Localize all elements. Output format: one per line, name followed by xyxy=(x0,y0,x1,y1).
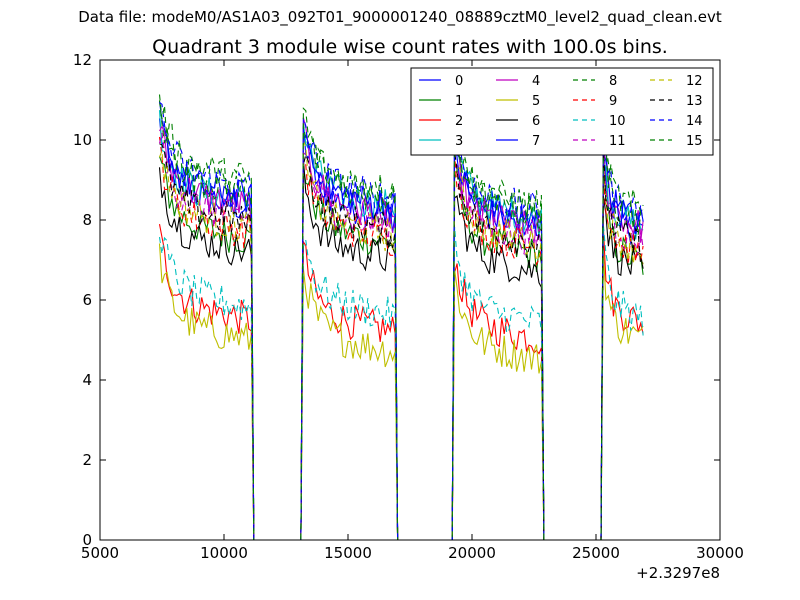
y-tick-label: 8 xyxy=(82,211,92,229)
ticks-layer: 5000 10000 15000 20000 25000 30000024681012+2… xyxy=(73,51,744,582)
legend-label-14: 14 xyxy=(686,114,703,129)
series-line-13 xyxy=(159,143,644,541)
x-tick-label: 5000 xyxy=(81,544,119,562)
chart-title: Quadrant 3 module wise count rates with … xyxy=(152,36,668,58)
series-line-5 xyxy=(158,243,644,541)
y-tick-label: 0 xyxy=(82,531,92,549)
y-tick-label: 12 xyxy=(73,51,92,69)
y-tick-label: 10 xyxy=(73,131,92,149)
legend-label-13: 13 xyxy=(686,94,703,109)
x-tick-label: 15000 xyxy=(324,544,372,562)
legend-label-1: 1 xyxy=(455,94,463,109)
series-line-10 xyxy=(158,225,644,541)
series-line-14 xyxy=(159,102,644,541)
legend-label-5: 5 xyxy=(532,94,540,109)
y-tick-label: 4 xyxy=(82,371,92,389)
legend-label-7: 7 xyxy=(532,134,540,149)
lines-layer xyxy=(158,94,644,541)
x-tick-label: 25000 xyxy=(572,544,620,562)
series-line-12 xyxy=(158,140,644,541)
series-line-8 xyxy=(158,100,644,541)
x-offset-label: +2.3297e8 xyxy=(636,564,720,582)
y-tick-label: 2 xyxy=(82,451,92,469)
legend-label-10: 10 xyxy=(609,114,626,129)
legend-label-11: 11 xyxy=(609,134,626,149)
x-tick-label: 20000 xyxy=(448,544,496,562)
series-line-9 xyxy=(158,136,644,541)
series-line-15 xyxy=(158,94,644,541)
legend-label-8: 8 xyxy=(609,74,617,89)
legend-label-6: 6 xyxy=(532,114,540,129)
series-line-11 xyxy=(158,132,644,541)
legend-label-3: 3 xyxy=(455,134,463,149)
x-tick-label: 10000 xyxy=(200,544,248,562)
x-tick-label: 30000 xyxy=(696,544,744,562)
legend-label-9: 9 xyxy=(609,94,617,109)
series-line-6 xyxy=(158,159,644,541)
legend-label-0: 0 xyxy=(455,74,463,89)
legend-label-12: 12 xyxy=(686,74,703,89)
y-tick-label: 6 xyxy=(82,291,92,309)
legend-label-2: 2 xyxy=(455,114,463,129)
legend-label-4: 4 xyxy=(532,74,540,89)
series-line-2 xyxy=(158,223,644,541)
legend-label-15: 15 xyxy=(686,134,703,149)
figure-suptitle: Data file: modeM0/AS1A03_092T01_90000012… xyxy=(78,8,722,26)
